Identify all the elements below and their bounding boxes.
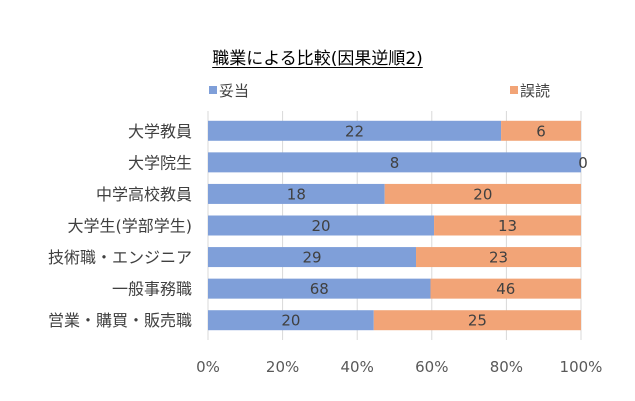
- category-label: 大学教員: [128, 122, 192, 141]
- category-label: 一般事務職: [112, 280, 192, 299]
- chart-title-text: 職業による比較(因果逆順2): [212, 49, 423, 69]
- data-label: 29: [302, 249, 321, 267]
- data-label: 20: [473, 185, 492, 203]
- legend-label: 誤読: [520, 82, 550, 100]
- legend: 妥当 誤読: [209, 82, 550, 100]
- bar-segment: [430, 278, 581, 299]
- x-tick-label: 60%: [415, 358, 448, 376]
- bar-segment: [416, 247, 581, 268]
- chart-title: 職業による比較(因果逆順2): [0, 44, 635, 69]
- category-label: 営業・購買・販売職: [48, 311, 192, 330]
- x-tick-label: 80%: [490, 358, 523, 376]
- bar-segment: [208, 152, 581, 173]
- data-label: 8: [390, 154, 400, 172]
- bar-segment: [208, 120, 502, 141]
- x-axis-tick-labels: 0% 20% 40% 60% 80% 100%: [196, 358, 602, 376]
- data-label: 13: [498, 217, 517, 235]
- bar-segment: [434, 215, 581, 236]
- category-label: 大学院生: [128, 153, 192, 172]
- data-label: 6: [536, 122, 546, 140]
- legend-swatch: [510, 86, 518, 94]
- bar-segment: [384, 183, 581, 204]
- bar-segment: [373, 310, 581, 331]
- data-label: 20: [311, 217, 330, 235]
- data-label: 18: [287, 185, 306, 203]
- category-label: 大学生(学部学生): [68, 217, 193, 236]
- data-label: 0: [578, 154, 588, 172]
- x-tick-label: 0%: [196, 358, 220, 376]
- data-label: 20: [281, 312, 300, 330]
- category-label: 中学高校教員: [96, 185, 192, 204]
- bars: [208, 120, 581, 331]
- bar-segment: [208, 215, 435, 236]
- data-label: 25: [468, 312, 487, 330]
- data-label: 46: [496, 280, 515, 298]
- x-tick-label: 20%: [266, 358, 299, 376]
- category-label: 技術職・エンジニア: [48, 248, 192, 267]
- data-label: 22: [345, 122, 364, 140]
- legend-label: 妥当: [219, 82, 249, 100]
- data-label: 23: [489, 249, 508, 267]
- bar-segment: [208, 310, 374, 331]
- bar-segment: [208, 278, 431, 299]
- legend-swatch: [209, 86, 217, 94]
- data-label: 68: [310, 280, 329, 298]
- bar-segment: [501, 120, 581, 141]
- x-tick-label: 40%: [341, 358, 374, 376]
- bar-segment: [208, 247, 417, 268]
- bar-segment: [208, 183, 385, 204]
- x-tick-label: 100%: [560, 358, 603, 376]
